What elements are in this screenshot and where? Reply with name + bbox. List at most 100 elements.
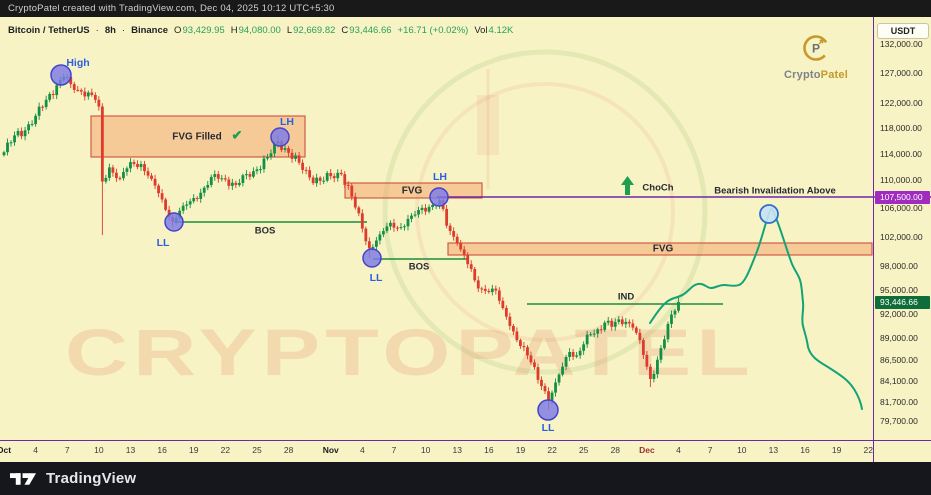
fvg-label: FVG xyxy=(653,244,674,255)
price-axis[interactable]: USDT 107,500.00 93,446.66 132,000.00 127,… xyxy=(873,17,931,462)
candle xyxy=(656,359,659,375)
candle xyxy=(568,351,571,357)
cryptopatel-logo: P CryptoPatel xyxy=(776,33,856,81)
candle xyxy=(104,177,108,182)
candle xyxy=(129,162,132,169)
candle xyxy=(526,347,529,356)
ohlc-high: H 94,080.00 xyxy=(230,24,281,36)
candle xyxy=(297,155,301,163)
candle xyxy=(648,366,652,379)
swing-label: LL xyxy=(542,422,555,434)
cryptopatel-logo-text: CryptoPatel xyxy=(784,69,848,81)
time-tick: 22 xyxy=(220,445,231,455)
candle xyxy=(139,164,143,168)
swing-label: High xyxy=(66,57,89,69)
candle xyxy=(41,106,45,108)
candle xyxy=(536,367,540,380)
candle xyxy=(86,92,90,97)
candle xyxy=(610,320,614,327)
candle xyxy=(504,308,508,317)
time-tick: 22 xyxy=(863,445,873,455)
candle xyxy=(413,214,417,216)
candle xyxy=(202,187,206,193)
candle xyxy=(48,93,52,100)
price-tick: 122,000.00 xyxy=(880,97,923,108)
candle xyxy=(181,205,185,211)
candle xyxy=(83,91,87,97)
candle xyxy=(69,76,73,85)
candle xyxy=(132,162,136,164)
candle xyxy=(483,288,487,291)
candle xyxy=(93,94,97,100)
price-tick: 86,500.00 xyxy=(880,354,918,365)
price-tick: 106,000.00 xyxy=(880,202,923,213)
time-tick: 13 xyxy=(452,445,462,455)
swing-label: LH xyxy=(433,171,447,183)
time-tick: 19 xyxy=(188,445,199,455)
time-tick: 4 xyxy=(359,445,365,455)
separator-dot: · xyxy=(95,24,99,36)
price-tick: 110,000.00 xyxy=(880,175,922,186)
candle xyxy=(501,300,505,309)
attribution-text: CryptoPatel created with TradingView.com… xyxy=(8,3,335,14)
candle xyxy=(44,99,48,108)
time-axis[interactable]: Oct 4 7 10 13 16 19 22 25 28 Nov 4 7 10 13 16 19 22 25 28 De… xyxy=(0,440,931,462)
candle xyxy=(230,182,234,186)
candle xyxy=(223,178,227,180)
candle xyxy=(23,130,27,137)
candle xyxy=(111,167,115,173)
candle xyxy=(220,178,224,180)
candle xyxy=(357,207,361,214)
candle xyxy=(410,215,413,219)
candle xyxy=(164,199,167,210)
time-tick: 13 xyxy=(125,445,136,455)
time-tick: 19 xyxy=(831,445,842,455)
watermark-circle xyxy=(382,49,708,375)
candle xyxy=(382,231,385,235)
candle xyxy=(336,172,340,179)
time-tick: 25 xyxy=(578,445,589,455)
swing-circle xyxy=(362,248,382,268)
symbol-title: Bitcoin / TetherUS xyxy=(8,24,90,36)
candle xyxy=(290,152,294,159)
swing-circle xyxy=(429,187,449,207)
candle xyxy=(20,130,23,137)
swing-circle xyxy=(164,212,184,232)
candle xyxy=(396,227,399,229)
time-tick: 22 xyxy=(547,445,557,455)
candle xyxy=(547,391,550,401)
candle xyxy=(392,222,396,228)
candle xyxy=(195,198,199,200)
tradingview-logo-icon xyxy=(10,472,37,485)
swing-circle xyxy=(50,64,72,86)
currency-toggle-button[interactable]: USDT xyxy=(877,23,929,39)
candle xyxy=(487,290,491,293)
candle xyxy=(385,226,389,232)
svg-text:P: P xyxy=(812,42,820,56)
candle xyxy=(266,156,269,159)
candle xyxy=(677,302,680,311)
bos-label: BOS xyxy=(409,262,430,273)
candle xyxy=(318,177,322,181)
candle xyxy=(34,115,38,125)
candle xyxy=(620,319,624,325)
candle xyxy=(262,158,266,170)
tradingview-footer: TradingView xyxy=(0,462,931,495)
candle xyxy=(540,379,543,387)
candle xyxy=(592,333,596,335)
time-tick: 10 xyxy=(94,445,104,455)
price-tick: 81,700.00 xyxy=(880,397,918,408)
candle xyxy=(343,174,347,185)
candle xyxy=(374,240,378,247)
candle xyxy=(248,174,252,177)
price-tick: 89,000.00 xyxy=(880,333,918,344)
candle xyxy=(561,366,564,375)
candle xyxy=(557,374,561,383)
candle xyxy=(417,210,420,215)
fvg-label: FVG xyxy=(402,186,423,197)
candle xyxy=(55,85,59,96)
fvg-zone xyxy=(447,242,873,256)
candle xyxy=(603,322,607,330)
candle xyxy=(283,148,287,150)
